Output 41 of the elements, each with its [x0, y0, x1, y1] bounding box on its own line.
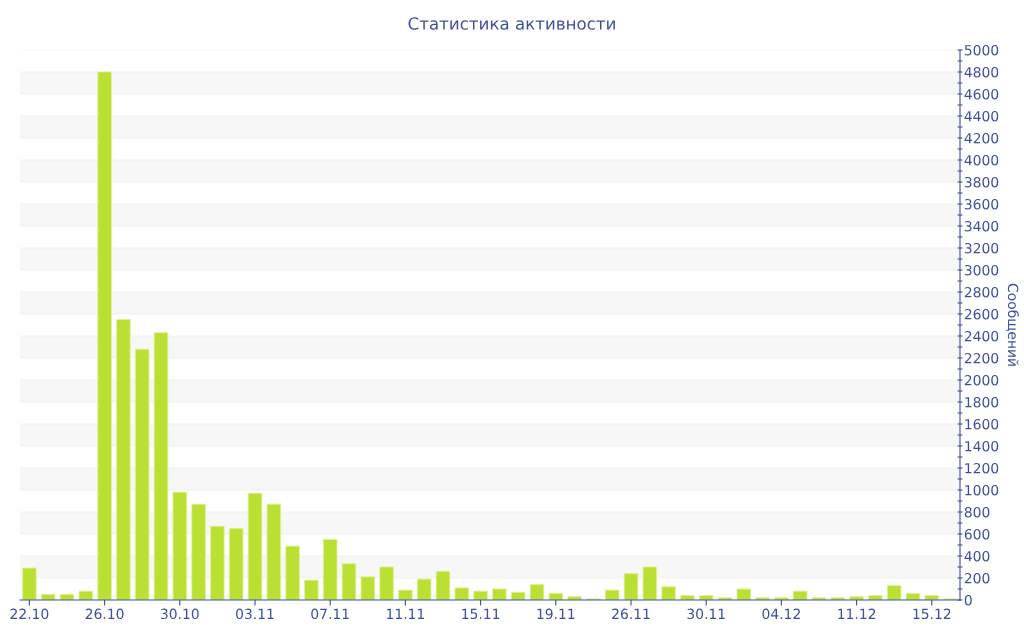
y-tick-label: 3000 — [964, 264, 999, 276]
y-tick-label: 1600 — [965, 418, 999, 430]
x-tick-label: 26.10 — [85, 608, 124, 620]
y-axis-title: Сообщений — [1006, 283, 1019, 366]
y-tick-label: 0 — [964, 594, 972, 606]
y-tick-label: 1000 — [965, 484, 999, 496]
x-tick-label: 04.12 — [762, 608, 800, 620]
y-tick-label: 4800 — [964, 66, 999, 78]
x-tick-label: 19.11 — [537, 608, 575, 620]
x-tick-label: 26.11 — [612, 608, 650, 620]
x-tick-label: 30.10 — [160, 608, 199, 620]
y-tick-label: 400 — [964, 550, 990, 562]
y-tick-label: 2000 — [964, 374, 999, 386]
x-tick-label: 30.11 — [687, 608, 725, 620]
y-tick-label: 1200 — [965, 462, 999, 474]
chart-title: Статистика активности — [408, 17, 615, 30]
y-tick-label: 5000 — [964, 44, 999, 56]
y-tick-label: 4200 — [964, 132, 999, 144]
y-tick-label: 4000 — [964, 154, 999, 166]
y-tick-label: 1400 — [965, 440, 999, 452]
y-tick-label: 3200 — [964, 242, 999, 254]
x-tick-label: 15.11 — [462, 608, 500, 620]
y-tick-label: 800 — [964, 506, 990, 518]
y-tick-label: 2800 — [964, 286, 999, 298]
y-tick-label: 1800 — [965, 396, 999, 408]
y-tick-label: 4600 — [964, 88, 999, 100]
y-tick-label: 3800 — [964, 176, 999, 188]
x-tick-label: 15.12 — [913, 608, 951, 620]
x-tick-label: 11.11 — [387, 608, 424, 619]
y-tick-label: 3600 — [964, 198, 999, 210]
y-tick-label: 2400 — [964, 330, 999, 342]
y-tick-label: 200 — [964, 572, 990, 584]
y-tick-label: 2200 — [964, 352, 999, 364]
y-tick-label: 3400 — [964, 220, 999, 232]
x-tick-label: 03.11 — [236, 608, 274, 620]
y-tick-label: 600 — [964, 528, 990, 540]
x-tick-label: 22.10 — [10, 608, 49, 620]
y-tick-label: 2600 — [964, 308, 999, 320]
x-tick-label: 11.12 — [838, 608, 876, 619]
x-tick-label: 07.11 — [311, 608, 349, 620]
y-tick-label: 4400 — [964, 110, 999, 122]
